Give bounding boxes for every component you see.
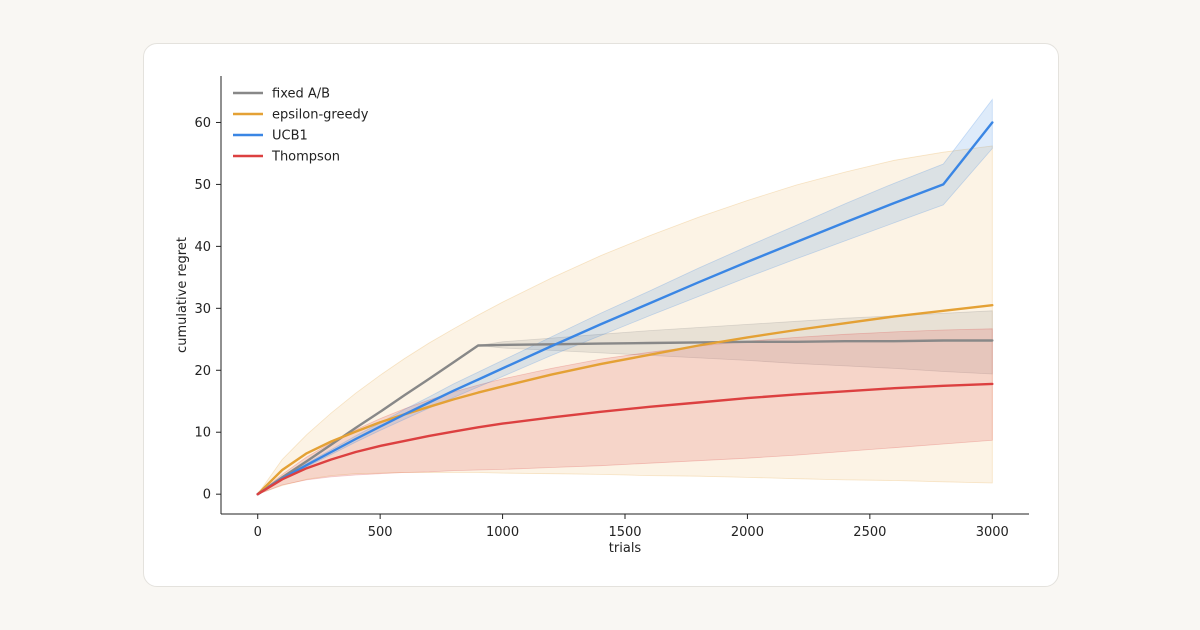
- y-tick-label: 30: [194, 302, 211, 317]
- y-tick-label: 50: [194, 178, 211, 193]
- x-axis-label: trials: [609, 541, 642, 556]
- x-tick-label: 1500: [608, 525, 641, 540]
- line-epsilon-greedy: [256, 304, 994, 496]
- chart-card: 0 500 1000 1500 2000 2500 3000 0 10 20 30 40 50 60 t…: [143, 43, 1059, 587]
- y-tick-label: 20: [194, 364, 211, 379]
- x-tick-label: 1000: [486, 525, 519, 540]
- legend: fixed A/B epsilon-greedy UCB1 Thompson: [233, 87, 369, 165]
- x-tick-label: 2000: [731, 525, 764, 540]
- band-epsilon-greedy: [256, 145, 993, 495]
- x-ticks: 0 500 1000 1500 2000 2500 3000: [254, 514, 1009, 540]
- legend-label-epsilon-greedy: epsilon-greedy: [272, 108, 369, 123]
- y-tick-label: 60: [194, 116, 211, 131]
- regret-chart: 0 500 1000 1500 2000 2500 3000 0 10 20 30 40 50 60 t…: [175, 76, 1029, 556]
- y-ticks: 0 10 20 30 40 50 60: [194, 116, 221, 503]
- series-lines: [256, 121, 994, 496]
- x-tick-label: 3000: [976, 525, 1009, 540]
- legend-label-fixed-a-b: fixed A/B: [272, 87, 330, 102]
- legend-label-ucb1: UCB1: [272, 129, 308, 144]
- line-ucb1: [256, 121, 994, 496]
- x-tick-label: 2500: [853, 525, 886, 540]
- x-tick-label: 0: [254, 525, 262, 540]
- y-tick-label: 40: [194, 240, 211, 255]
- legend-label-thompson: Thompson: [271, 150, 340, 165]
- y-tick-label: 0: [203, 488, 211, 503]
- confidence-bands: [256, 98, 993, 495]
- line-thompson: [256, 382, 994, 496]
- y-tick-label: 10: [194, 426, 211, 441]
- x-tick-label: 500: [368, 525, 393, 540]
- y-axis-label: cumulative regret: [175, 237, 190, 353]
